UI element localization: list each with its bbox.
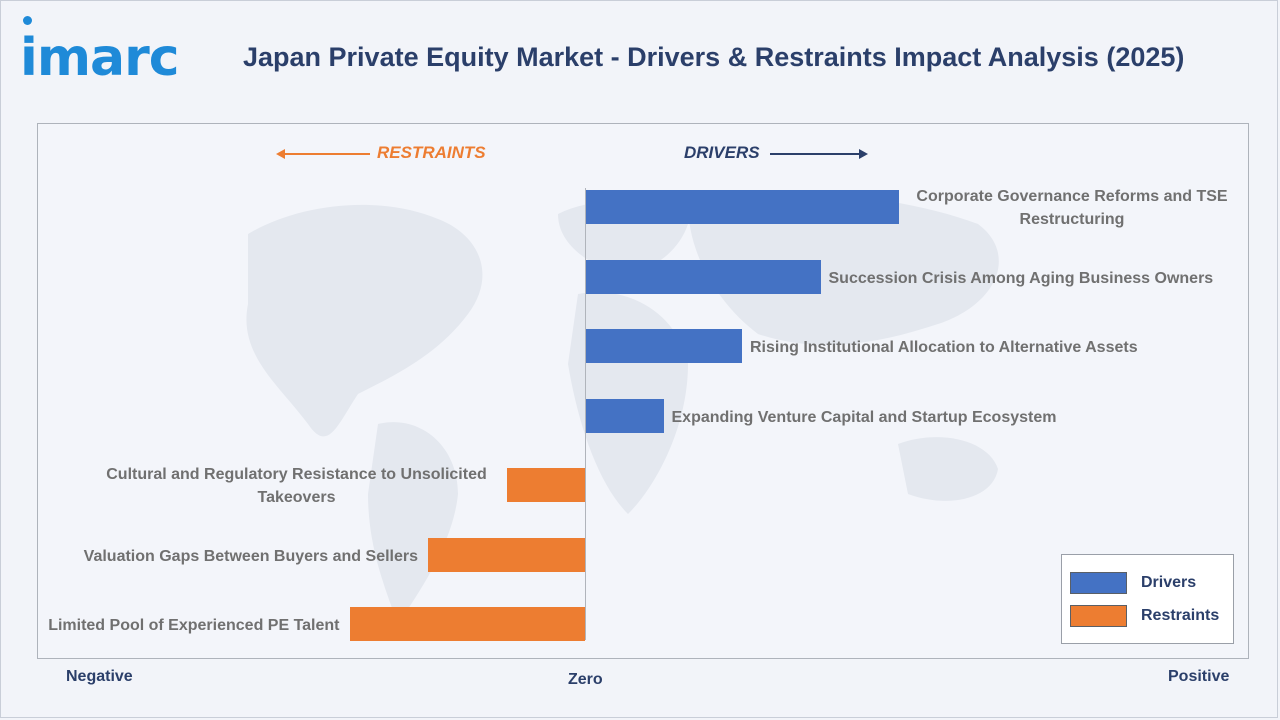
bar-driver <box>585 329 742 363</box>
bar-driver <box>585 260 821 294</box>
legend-label-restraints: Restraints <box>1141 607 1220 624</box>
bar-label: Valuation Gaps Between Buyers and Seller… <box>83 547 418 565</box>
bar-restraint <box>506 468 585 502</box>
imarc-logo: imarc <box>20 28 180 88</box>
zero-axis-line <box>585 188 586 640</box>
bar-driver <box>585 190 899 224</box>
legend-swatch-restraints <box>1070 605 1127 627</box>
bar-label: Rising Institutional Allocation to Alter… <box>750 338 1138 356</box>
legend-label-drivers: Drivers <box>1141 574 1197 591</box>
bar-label: Succession Crisis Among Aging Business O… <box>828 269 1214 287</box>
page-title: Japan Private Equity Market - Drivers & … <box>243 42 1185 72</box>
logo-dot <box>23 16 32 25</box>
legend-swatch-drivers <box>1070 572 1127 594</box>
bar-driver <box>585 399 664 433</box>
bar-label: Expanding Venture Capital and Startup Ec… <box>671 408 1057 426</box>
negative-axis-label: Negative <box>66 668 133 685</box>
bar-label: Corporate Governance Reforms and TSE Res… <box>916 188 1228 228</box>
bar-label: Cultural and Regulatory Resistance to Un… <box>106 466 487 506</box>
drivers-direction-label: DRIVERS <box>684 143 760 162</box>
bar-restraint <box>349 607 585 641</box>
legend-item-restraints: Restraints <box>1070 604 1219 628</box>
restraints-direction-label: RESTRAINTS <box>377 143 486 162</box>
right-arrow-icon <box>770 149 868 159</box>
left-arrow-icon <box>276 149 370 159</box>
legend-item-drivers: Drivers <box>1070 571 1196 595</box>
legend: Drivers Restraints <box>1061 554 1234 644</box>
bar-restraint <box>428 538 585 572</box>
zero-axis-label: Zero <box>568 671 603 688</box>
positive-axis-label: Positive <box>1168 668 1230 685</box>
bar-label: Limited Pool of Experienced PE Talent <box>48 616 340 634</box>
